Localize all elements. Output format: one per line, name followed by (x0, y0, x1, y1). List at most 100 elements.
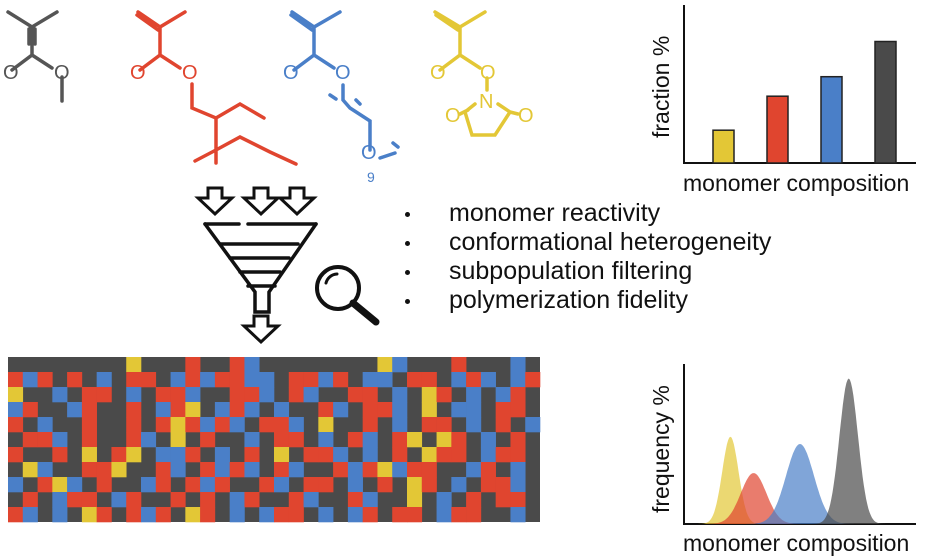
sequence-cell (407, 432, 423, 448)
sequence-cell (244, 357, 260, 373)
arrow-down-icon (240, 314, 282, 345)
sequence-cell (8, 477, 24, 493)
sequence-cell (37, 477, 53, 493)
sequence-cell (362, 387, 378, 403)
sequence-cell (274, 462, 290, 478)
sequence-cell (259, 507, 275, 523)
sequence-cell (8, 447, 24, 463)
sequence-cell (392, 447, 408, 463)
sequence-cell (8, 387, 24, 403)
sequence-cell (274, 477, 290, 493)
sequence-cell (52, 387, 68, 403)
sequence-cell (214, 477, 230, 493)
sequence-cell (52, 432, 68, 448)
sequence-cell (407, 462, 423, 478)
sequence-cell (510, 447, 526, 463)
sequence-cell (451, 507, 467, 523)
sequence-cell (392, 357, 408, 373)
sequence-cell (155, 402, 171, 418)
sequence-cell (510, 372, 526, 388)
bar-mark (766, 95, 789, 164)
arrow-down-icon (276, 186, 318, 217)
sequence-cell (421, 462, 437, 478)
bullet-icon (405, 241, 410, 246)
list-item-text: subpopulation filtering (449, 257, 693, 285)
sequence-cell (288, 387, 304, 403)
atom-label: N (479, 91, 493, 113)
sequence-cell (170, 402, 186, 418)
sequence-cell (451, 357, 467, 373)
funnel-icon (203, 222, 318, 314)
sequence-cell (303, 447, 319, 463)
sequence-cell (200, 477, 216, 493)
list-item-text: conformational heterogeneity (449, 228, 772, 256)
monomer-structures: O O O O O O O 9 O O N O O (3, 10, 534, 185)
sequence-cell (347, 507, 363, 523)
sequence-cell (362, 372, 378, 388)
sequence-cell (495, 417, 511, 433)
sequence-cell (466, 402, 482, 418)
sequence-cell (259, 387, 275, 403)
sequence-cell (451, 447, 467, 463)
sequence-cell (407, 492, 423, 508)
bottom-chart-xlabel: monomer composition (683, 530, 910, 556)
sequence-cell (81, 402, 97, 418)
sequence-cell (436, 507, 452, 523)
sequence-cell (141, 477, 157, 493)
top-chart-ylabel: fraction % (648, 35, 674, 138)
sequence-cell (259, 477, 275, 493)
sequence-cell (244, 402, 260, 418)
sequence-cell (318, 417, 334, 433)
bar-mark (820, 75, 843, 164)
sequence-cell (392, 432, 408, 448)
sequence-cell (185, 387, 201, 403)
sequence-cell (259, 372, 275, 388)
sequence-cell (170, 462, 186, 478)
sequence-cell (214, 417, 230, 433)
sequence-cell (347, 477, 363, 493)
sequence-cell (466, 507, 482, 523)
sequence-cell (436, 417, 452, 433)
sequence-cell (480, 372, 496, 388)
sequence-cell (96, 477, 112, 493)
sequence-cell (510, 492, 526, 508)
sequence-cell (362, 507, 378, 523)
sequence-cell (466, 372, 482, 388)
sequence-cell (333, 402, 349, 418)
bar-mark (712, 129, 735, 164)
fraction-bar-chart (683, 5, 916, 164)
sequence-cell (229, 507, 245, 523)
sequence-cell (318, 477, 334, 493)
sequence-cell (67, 477, 83, 493)
sequence-cell (214, 402, 230, 418)
sequence-cell (37, 417, 53, 433)
sequence-cell (451, 402, 467, 418)
sequence-cell (377, 462, 393, 478)
sequence-cell (466, 492, 482, 508)
findings-list: monomer reactivity conformational hetero… (405, 199, 771, 315)
arrow-down-icon (194, 186, 236, 217)
sequence-cell (229, 357, 245, 373)
sequence-cell (421, 447, 437, 463)
sequence-cell (288, 492, 304, 508)
sequence-cell (52, 507, 68, 523)
distribution-curve (684, 444, 916, 524)
sequence-cell (288, 372, 304, 388)
sequence-cell (274, 447, 290, 463)
sequence-cell (126, 492, 142, 508)
sequence-cell (200, 432, 216, 448)
sequence-cell (362, 462, 378, 478)
sequence-grid (8, 357, 541, 523)
list-item: polymerization fidelity (405, 286, 771, 315)
sequence-cell (347, 432, 363, 448)
sequence-cell (466, 417, 482, 433)
sequence-cell (318, 507, 334, 523)
sequence-cell (155, 417, 171, 433)
sequence-cell (81, 417, 97, 433)
sequence-cell (362, 402, 378, 418)
sequence-cell (466, 462, 482, 478)
structure-yellow: O O N O O (430, 10, 534, 137)
sequence-cell (392, 417, 408, 433)
sequence-cell (170, 387, 186, 403)
sequence-cell (510, 507, 526, 523)
